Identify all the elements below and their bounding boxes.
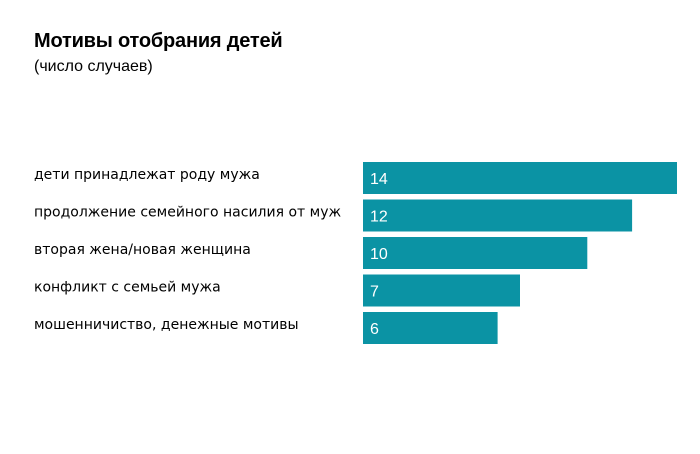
bar-value-label: 7 — [370, 284, 379, 301]
chart-subtitle: (число случаев) — [34, 58, 153, 75]
bar — [363, 199, 633, 232]
bar-value-label: 10 — [370, 246, 388, 263]
bar — [363, 312, 498, 344]
bar — [363, 274, 520, 307]
category-label: продолжение семейного насилия от муж — [34, 205, 341, 221]
category-label: вторая жена/новая женщина — [34, 242, 251, 258]
chart-title: Мотивы отобрания детей — [34, 30, 283, 52]
category-label: дети принадлежат роду мужа — [34, 167, 260, 183]
bar-value-label: 12 — [370, 209, 388, 226]
bar — [363, 162, 677, 194]
bar-value-label: 6 — [370, 321, 379, 338]
category-label: конфликт с семьей мужа — [34, 280, 221, 296]
bar — [363, 237, 588, 269]
category-label: мошенничиство, денежные мотивы — [34, 317, 299, 333]
bar-value-label: 14 — [370, 171, 388, 188]
